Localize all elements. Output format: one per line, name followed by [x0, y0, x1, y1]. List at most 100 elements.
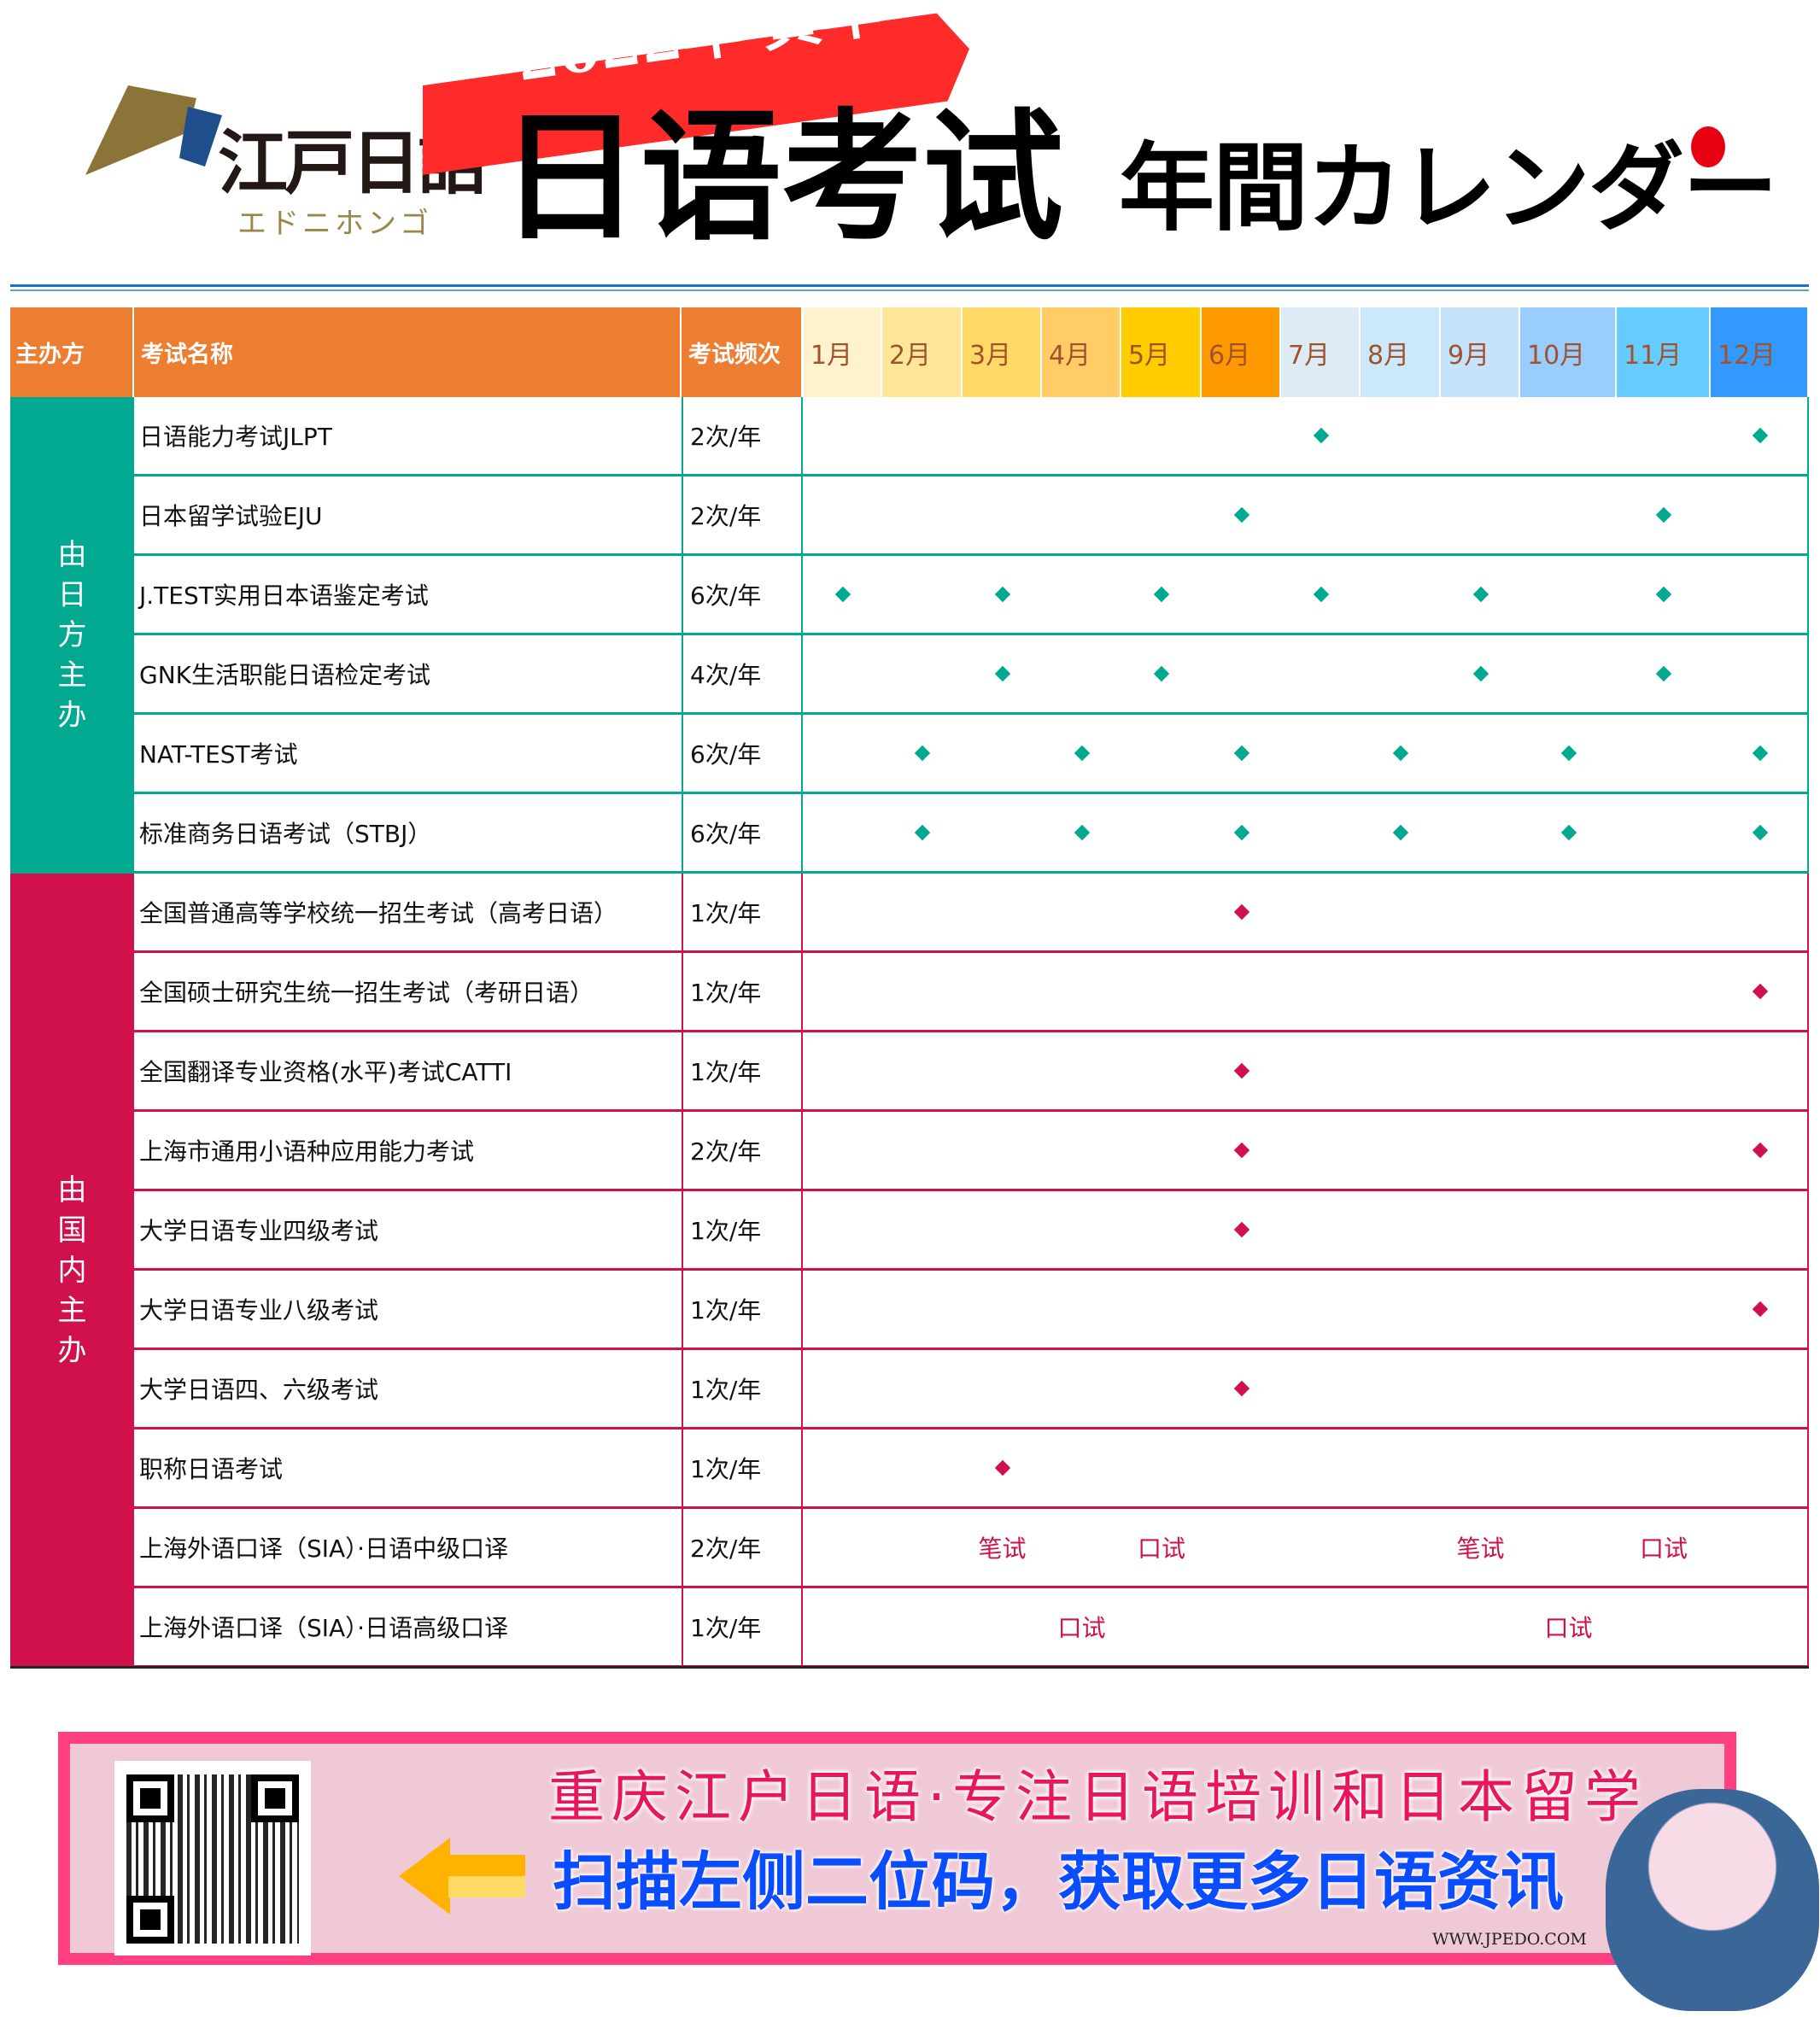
exam-name: 上海外语口译（SIA）·日语高级口译 — [139, 1614, 509, 1642]
table-row: 上海市通用小语种应用能力考试 2次/年 — [134, 1112, 1809, 1191]
column-header-sponsor: 主办方 — [10, 307, 134, 397]
table-row: 大学日语四、六级考试 1次/年 — [134, 1350, 1809, 1429]
month-header-7: 7月 — [1281, 307, 1361, 397]
exam-session-label: 口试 — [1544, 1614, 1593, 1642]
exam-frequency: 6次/年 — [682, 556, 803, 633]
row-right-border — [1807, 953, 1809, 1030]
exam-month-marker — [1313, 427, 1329, 444]
row-right-border — [1807, 397, 1809, 474]
mount-fuji-pagoda-illustration — [1606, 1789, 1819, 2011]
exam-frequency: 2次/年 — [682, 476, 803, 553]
exam-month-marker — [994, 665, 1010, 682]
row-right-border — [1807, 556, 1809, 633]
exam-month-marker — [1392, 824, 1409, 841]
exam-frequency: 1次/年 — [682, 953, 803, 1030]
exam-name: 上海外语口译（SIA）·日语中级口译 — [139, 1535, 509, 1563]
website-url[interactable]: WWW.JPEDO.COM — [1432, 1930, 1587, 1949]
exam-month-marker — [1233, 1221, 1249, 1238]
exam-session-label: 口试 — [1057, 1614, 1106, 1642]
month-header-9: 9月 — [1441, 307, 1520, 397]
page-title: 日语考试 — [500, 94, 1063, 260]
qr-code[interactable] — [114, 1761, 311, 1956]
exam-month-marker — [1233, 903, 1249, 921]
exam-month-marker — [1655, 665, 1672, 682]
brand-logo: 江戸日語 エドニホンゴ — [77, 81, 488, 260]
exam-month-marker — [994, 1459, 1010, 1476]
exam-frequency: 6次/年 — [682, 715, 803, 792]
exam-month-marker — [1560, 824, 1577, 841]
exam-month-marker — [1074, 745, 1090, 762]
row-right-border — [1807, 1191, 1809, 1268]
exam-name: 标准商务日语考试（STBJ） — [139, 820, 432, 848]
logo-kana: エドニホンゴ — [237, 207, 432, 241]
exam-month-marker — [1752, 745, 1768, 762]
exam-month-marker — [834, 586, 851, 603]
month-header-8: 8月 — [1361, 307, 1441, 397]
exam-month-marker — [1233, 745, 1249, 762]
month-header-6: 6月 — [1202, 307, 1281, 397]
arrow-left-icon — [399, 1838, 450, 1915]
arrow-left-icon-bar — [448, 1855, 525, 1897]
table-row: 日本留学试验EJU 2次/年 — [134, 476, 1809, 556]
row-right-border — [1807, 874, 1809, 950]
exam-month-marker — [1153, 665, 1170, 682]
exam-name: 大学日语专业八级考试 — [139, 1296, 379, 1324]
row-right-border — [1807, 715, 1809, 792]
exam-month-marker — [1752, 983, 1768, 1000]
exam-month-marker — [1752, 1142, 1768, 1159]
divider — [10, 284, 1809, 287]
plum-blossom-icon — [1691, 126, 1725, 167]
exam-name: 日语能力考试JLPT — [139, 423, 332, 451]
exam-month-marker — [1655, 586, 1672, 603]
table-row: 全国普通高等学校统一招生考试（高考日语） 1次/年 — [134, 874, 1809, 953]
exam-frequency: 4次/年 — [682, 635, 803, 712]
row-right-border — [1807, 1271, 1809, 1348]
exam-frequency: 1次/年 — [682, 1271, 803, 1348]
exam-frequency: 1次/年 — [682, 874, 803, 950]
table-row: 全国翻译专业资格(水平)考试CATTI 1次/年 — [134, 1032, 1809, 1112]
exam-frequency: 1次/年 — [682, 1350, 803, 1427]
exam-month-marker — [994, 586, 1010, 603]
table-row: 大学日语专业四级考试 1次/年 — [134, 1191, 1809, 1271]
exam-month-marker — [1233, 824, 1249, 841]
table-row: J.TEST实用日本语鉴定考试 6次/年 — [134, 556, 1809, 635]
exam-name: GNK生活职能日语检定考试 — [139, 661, 431, 689]
exam-frequency: 1次/年 — [682, 1191, 803, 1268]
row-right-border — [1807, 1429, 1809, 1506]
exam-frequency: 1次/年 — [682, 1429, 803, 1506]
row-right-border — [1807, 1350, 1809, 1427]
month-header-3: 3月 — [963, 307, 1042, 397]
exam-frequency: 2次/年 — [682, 1509, 803, 1586]
exam-name: 全国普通高等学校统一招生考试（高考日语） — [139, 899, 618, 927]
exam-month-marker — [1233, 1142, 1249, 1159]
banner-cta: 扫描左侧二位码，获取更多日语资讯 — [553, 1845, 1564, 1919]
exam-month-marker — [914, 824, 931, 841]
exam-month-marker — [1655, 506, 1672, 523]
exam-session-label: 笔试 — [1456, 1535, 1505, 1563]
row-right-border — [1807, 794, 1809, 871]
month-header-2: 2月 — [882, 307, 963, 397]
row-right-border — [1807, 1032, 1809, 1109]
page-subtitle: 年間カレンダー — [1119, 133, 1778, 244]
table-bottom-border — [10, 1666, 1809, 1669]
table-row: 日语能力考试JLPT 2次/年 — [134, 397, 1809, 476]
table-row: GNK生活职能日语检定考试 4次/年 — [134, 635, 1809, 715]
fan-icon — [85, 85, 222, 175]
sponsor-group-japan: 由日方主办 — [10, 397, 134, 874]
month-header-12: 12月 — [1711, 307, 1809, 397]
exam-name: NAT-TEST考试 — [139, 740, 298, 769]
exam-session-label: 笔试 — [978, 1535, 1027, 1563]
row-right-border — [1807, 1112, 1809, 1189]
month-header-5: 5月 — [1121, 307, 1202, 397]
exam-month-marker — [1472, 586, 1489, 603]
month-header-10: 10月 — [1520, 307, 1617, 397]
exam-session-label: 口试 — [1137, 1535, 1186, 1563]
exam-frequency: 1次/年 — [682, 1032, 803, 1109]
sponsor-group-label: 由国内主办 — [57, 1172, 87, 1368]
row-right-border — [1807, 635, 1809, 712]
table-row: 职称日语考试 1次/年 — [134, 1429, 1809, 1509]
column-header-name: 考试名称 — [134, 307, 682, 397]
exam-frequency: 6次/年 — [682, 794, 803, 871]
exam-month-marker — [1472, 665, 1489, 682]
exam-month-marker — [1560, 745, 1577, 762]
